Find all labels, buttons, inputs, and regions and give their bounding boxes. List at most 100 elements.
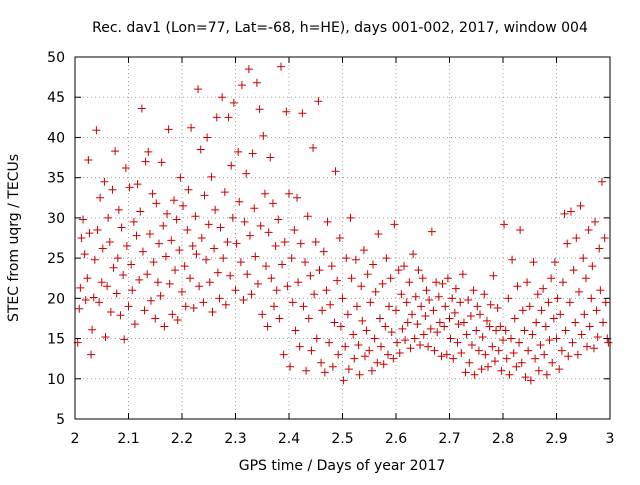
data-point	[579, 254, 588, 263]
data-point	[365, 346, 374, 355]
data-point	[450, 308, 459, 317]
data-point	[434, 292, 443, 301]
data-point	[382, 254, 391, 263]
x-tick-label: 2.2	[171, 431, 193, 447]
data-point	[442, 350, 451, 359]
x-tick-label: 2.5	[331, 431, 353, 447]
data-point	[218, 93, 227, 102]
data-point	[120, 335, 129, 344]
data-point	[103, 282, 112, 291]
data-point	[293, 193, 302, 202]
data-point	[394, 266, 403, 275]
data-point	[344, 365, 353, 374]
y-tick-label: 30	[47, 211, 65, 227]
data-point	[266, 153, 275, 162]
data-point	[528, 330, 537, 339]
data-point	[286, 362, 295, 371]
data-point	[168, 310, 177, 319]
data-point	[537, 306, 546, 315]
data-point	[397, 290, 406, 299]
data-point	[580, 310, 589, 319]
data-point	[310, 290, 319, 299]
data-point	[328, 362, 337, 371]
data-point	[595, 244, 604, 253]
data-point	[446, 334, 455, 343]
data-point	[275, 314, 284, 323]
data-point	[564, 352, 573, 361]
data-point	[330, 318, 339, 327]
x-tick-label: 2.1	[117, 431, 139, 447]
data-point	[572, 234, 581, 242]
data-point	[159, 221, 168, 230]
data-point	[95, 298, 104, 307]
data-point	[234, 147, 243, 156]
data-point	[317, 358, 326, 367]
data-point	[560, 209, 569, 218]
data-point	[80, 250, 89, 259]
data-point	[588, 262, 597, 271]
data-point	[325, 338, 334, 347]
data-point	[432, 278, 441, 287]
data-point	[270, 302, 279, 311]
data-point	[547, 274, 556, 283]
data-point	[135, 275, 144, 284]
data-point	[239, 295, 248, 304]
data-point	[148, 189, 157, 198]
data-point	[144, 147, 153, 156]
data-point	[561, 326, 570, 335]
data-point	[480, 290, 489, 299]
data-point	[156, 291, 165, 300]
data-point	[531, 354, 540, 363]
data-point	[453, 338, 462, 347]
data-point	[371, 287, 380, 296]
data-point	[243, 270, 252, 279]
data-point	[204, 220, 213, 229]
data-point	[410, 334, 419, 343]
data-point	[401, 336, 410, 345]
x-tick-label: 2.6	[385, 431, 407, 447]
data-point	[203, 133, 212, 142]
data-point	[577, 330, 586, 339]
data-point	[268, 199, 277, 208]
data-point	[469, 286, 478, 295]
data-point	[524, 346, 533, 355]
data-point	[216, 223, 225, 232]
x-tick-label: 2.3	[224, 431, 246, 447]
data-point	[164, 125, 173, 134]
data-point	[336, 322, 345, 331]
data-point	[271, 242, 280, 251]
data-point	[470, 370, 479, 379]
data-point	[259, 131, 268, 140]
data-point	[98, 244, 107, 253]
data-point	[582, 342, 591, 351]
data-point	[252, 78, 261, 87]
data-point	[419, 330, 428, 339]
data-point	[418, 274, 427, 283]
data-point	[378, 279, 387, 288]
data-point	[283, 282, 292, 291]
data-point	[136, 207, 145, 216]
data-point	[157, 158, 166, 167]
data-point	[119, 271, 128, 280]
data-point	[261, 262, 270, 271]
data-point	[381, 322, 390, 331]
data-point	[566, 207, 575, 216]
data-point	[334, 350, 343, 359]
data-point	[149, 258, 158, 267]
data-point	[184, 185, 193, 194]
data-point	[314, 97, 323, 106]
data-point	[373, 358, 382, 367]
data-point	[512, 362, 521, 371]
data-point	[298, 109, 307, 118]
data-point	[358, 316, 367, 325]
data-point	[315, 266, 324, 275]
data-point	[247, 290, 256, 299]
data-point	[90, 255, 99, 264]
data-point	[121, 164, 130, 173]
data-point	[267, 274, 276, 283]
data-point	[137, 104, 146, 113]
data-point	[179, 201, 188, 210]
data-point	[347, 274, 356, 283]
data-point	[377, 342, 386, 351]
